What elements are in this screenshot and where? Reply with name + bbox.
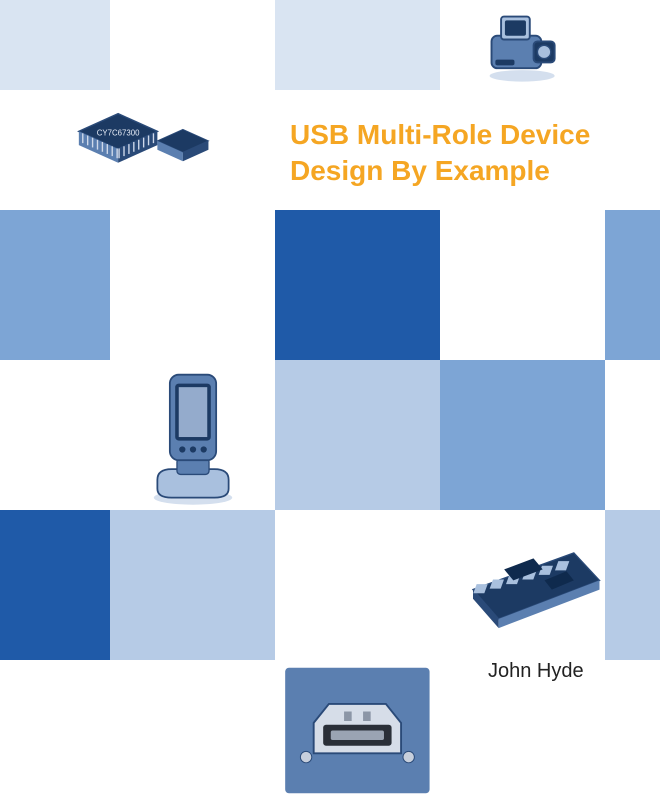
svg-text:CY7C67300: CY7C67300 <box>96 128 139 137</box>
grid-tile <box>110 510 275 660</box>
grid-tile <box>605 210 660 360</box>
grid-tile <box>110 0 275 90</box>
grid-tile <box>0 0 110 90</box>
grid-tile <box>440 360 605 510</box>
book-title: USB Multi-Role Device Design By Example <box>290 117 590 190</box>
devboard-icon <box>440 510 605 660</box>
grid-tile <box>605 510 660 660</box>
grid-tile <box>275 210 440 360</box>
grid-tile <box>440 210 605 360</box>
grid-tile <box>0 210 110 360</box>
grid-tile <box>0 360 110 510</box>
camcorder-icon <box>440 0 605 90</box>
grid-tile <box>605 0 660 90</box>
grid-tile <box>0 510 110 660</box>
grid-tile <box>275 360 440 510</box>
grid-tile <box>605 660 660 800</box>
grid-tile <box>110 660 275 800</box>
grid-tile <box>0 660 110 800</box>
grid-tile <box>605 360 660 510</box>
grid-tile <box>110 210 275 360</box>
pda-icon <box>110 360 275 510</box>
book-author: John Hyde <box>488 660 584 683</box>
chip-icon: CY7C67300 <box>0 90 275 210</box>
grid-tile <box>275 510 440 660</box>
usb-port-icon <box>275 660 440 800</box>
grid-tile <box>275 0 440 90</box>
